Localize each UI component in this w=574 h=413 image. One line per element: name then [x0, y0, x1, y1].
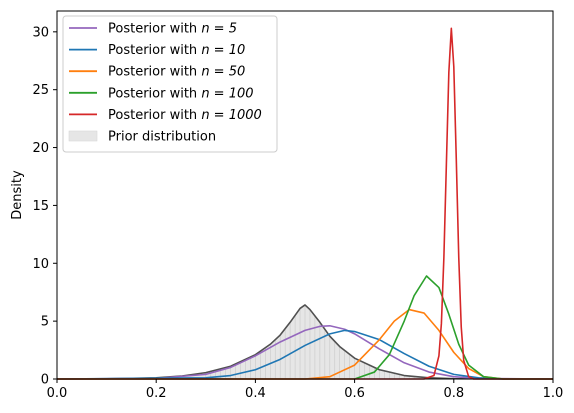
plot-frame	[56, 10, 554, 380]
series-layer	[56, 27, 554, 380]
legend-label-prior: Prior distribution	[108, 130, 216, 145]
y-tick-label: 10	[32, 257, 49, 272]
legend-swatch-prior	[68, 130, 98, 142]
legend-label: Posterior with n = 5	[108, 22, 237, 37]
prior-layer	[56, 304, 553, 380]
x-tick-label: 0.0	[47, 386, 68, 401]
y-tick-label: 25	[32, 83, 49, 98]
y-axis: 0 5 10 15 20 25 30	[32, 25, 57, 388]
prior-curve	[56, 304, 553, 380]
x-axis: 0.0 0.2 0.4 0.6 0.8 1.0	[47, 379, 564, 401]
x-tick-label: 0.4	[245, 386, 266, 401]
y-tick-label: 0	[41, 373, 49, 388]
series-line-1	[56, 329, 553, 380]
legend-label: Posterior with n = 1000	[108, 108, 262, 123]
y-tick-label: 5	[41, 315, 49, 330]
prior-bin-lines	[205, 304, 420, 379]
x-tick-label: 0.6	[344, 386, 365, 401]
y-tick-label: 15	[32, 199, 49, 214]
legend-box	[62, 15, 278, 153]
series-line-0	[56, 324, 554, 380]
legend: Posterior with n = 5 Posterior with n = 1…	[62, 15, 278, 153]
y-tick-label: 20	[32, 141, 49, 156]
legend-label: Posterior with n = 10	[108, 43, 245, 58]
x-tick-label: 0.8	[443, 386, 464, 401]
x-tick-label: 0.2	[146, 386, 167, 401]
legend-label: Posterior with n = 100	[108, 86, 254, 101]
series-line-3	[57, 275, 553, 380]
y-tick-label: 30	[32, 25, 49, 40]
y-axis-label: Density	[10, 170, 25, 220]
series-line-4	[57, 27, 553, 380]
legend-label: Posterior with n = 50	[108, 65, 245, 80]
x-tick-label: 1.0	[543, 386, 564, 401]
